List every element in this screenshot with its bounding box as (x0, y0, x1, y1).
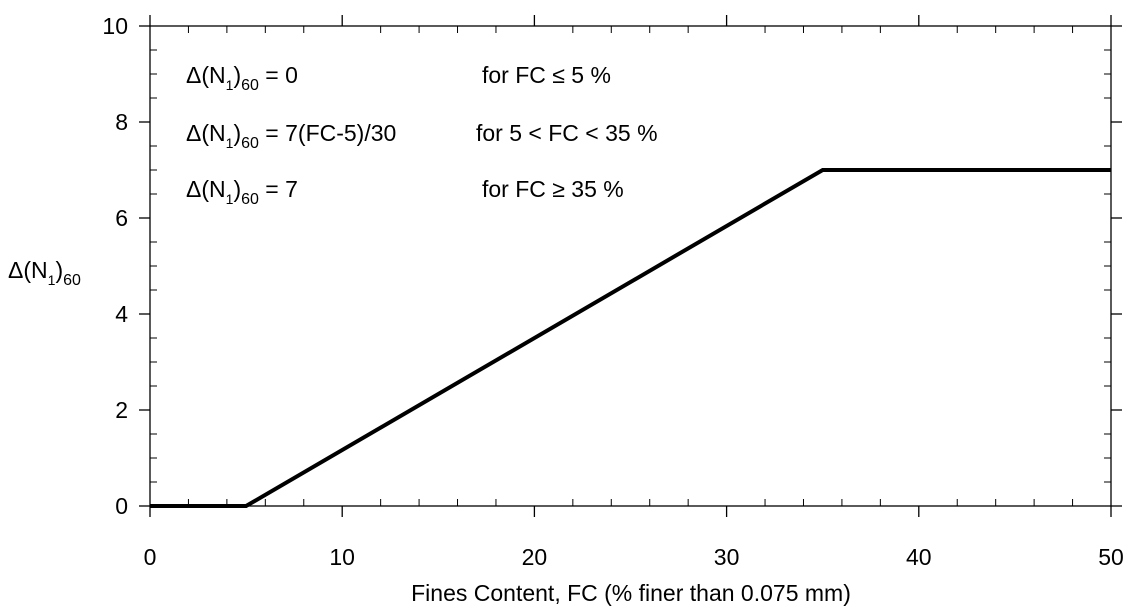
y-tick-label: 10 (102, 13, 128, 39)
annotation-3: Δ(N1)60 = 7 for FC ≥ 35 % (186, 176, 624, 208)
series-layer (150, 168, 1111, 508)
annotation-2: Δ(N1)60 = 7(FC-5)/30 for 5 < FC < 35 % (186, 120, 658, 152)
x-tick-label: 20 (522, 544, 548, 570)
x-tick-label: 40 (906, 544, 932, 570)
major-ticks (139, 15, 1122, 517)
y-tick-label: 8 (115, 109, 128, 135)
x-axis-label: Fines Content, FC (% finer than 0.075 mm… (411, 580, 851, 606)
y-tick-label: 4 (115, 301, 128, 327)
y-axis-label: Δ(N1)60 (8, 257, 81, 289)
annotation-2-equation: Δ(N1)60 = 7(FC-5)/30 (186, 120, 396, 152)
x-tick-label: 10 (329, 544, 355, 570)
x-tick-labels: 0 10 20 30 40 50 (144, 544, 1124, 570)
annotation-1-equation: Δ(N1)60 = 0 (186, 62, 298, 94)
y-tick-label: 2 (115, 397, 128, 423)
annotation-1-condition: for FC ≤ 5 % (482, 62, 611, 88)
minor-ticks (150, 26, 1111, 506)
y-tick-label: 0 (115, 493, 128, 519)
plot-frame (149, 25, 1112, 507)
x-tick-label: 0 (144, 544, 157, 570)
series-line (150, 168, 1111, 508)
annotation-3-equation: Δ(N1)60 = 7 (186, 176, 298, 208)
x-tick-label: 50 (1098, 544, 1124, 570)
x-tick-label: 30 (714, 544, 740, 570)
annotation-3-condition: for FC ≥ 35 % (482, 176, 624, 202)
annotation-2-condition: for 5 < FC < 35 % (476, 120, 658, 146)
annotation-1: Δ(N1)60 = 0 for FC ≤ 5 % (186, 62, 611, 94)
y-tick-label: 6 (115, 205, 128, 231)
y-tick-labels: 0 2 4 6 8 10 (102, 13, 128, 519)
